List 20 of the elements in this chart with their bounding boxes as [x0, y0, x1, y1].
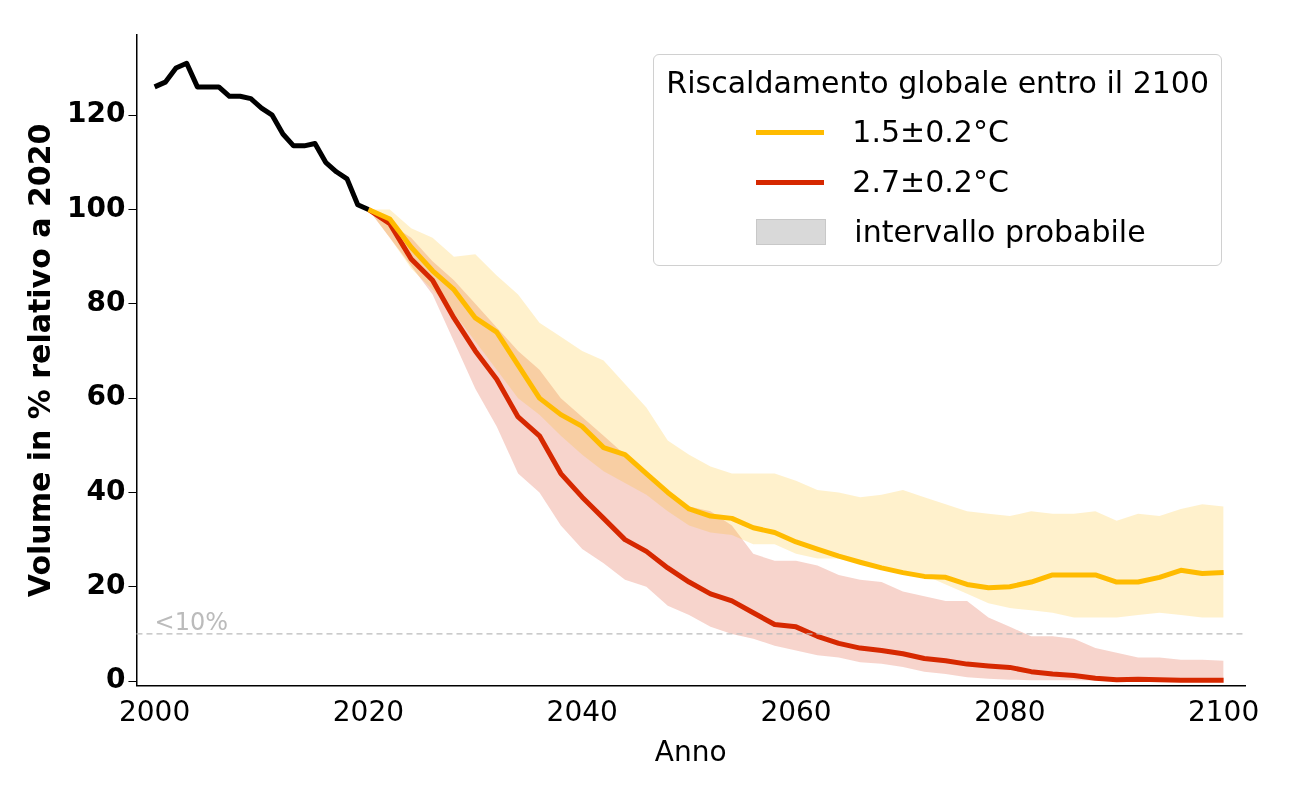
legend-label: 1.5±0.2°C — [852, 113, 1009, 151]
x-tick-label: 2020 — [332, 694, 405, 728]
annotation: intervallo probabile — [854, 213, 1146, 251]
ref-line-label: <10% — [154, 608, 229, 637]
x-tick-label: 2040 — [546, 694, 618, 728]
legend-label: 2.7±0.2°C — [852, 163, 1009, 201]
y-tick-label: 120 — [66, 96, 126, 130]
legend-title: Riscaldamento globale entro il 2100 — [666, 64, 1209, 102]
y-tick-label: 0 — [105, 662, 126, 696]
x-tick-label: 2100 — [1187, 694, 1260, 728]
y-axis-title: Volume in % relativo a 2020 — [21, 123, 57, 598]
x-tick-label: 2060 — [760, 694, 832, 728]
y-tick-label: 40 — [86, 473, 126, 507]
y-tick-label: 100 — [66, 190, 126, 224]
y-tick-label: 80 — [86, 285, 126, 319]
x-axis-title: Anno — [654, 735, 727, 769]
y-tick-label: 20 — [86, 568, 126, 602]
x-tick-label: 2080 — [974, 694, 1046, 728]
x-tick-label: 2000 — [118, 694, 191, 728]
y-tick-label: 60 — [86, 379, 126, 413]
